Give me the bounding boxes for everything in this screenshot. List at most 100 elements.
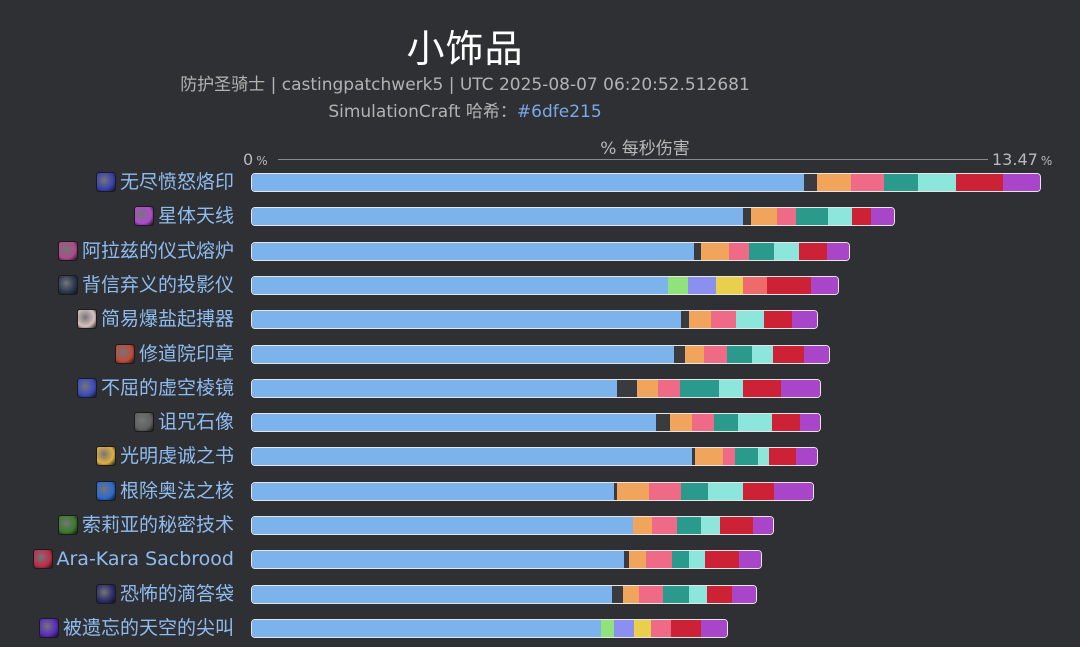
bar-segment-orange <box>817 174 852 191</box>
bar-segment-red <box>763 311 792 329</box>
dps-bar[interactable] <box>251 378 822 398</box>
seal-icon <box>114 343 135 364</box>
dps-bar[interactable] <box>251 173 1041 192</box>
bar-segment-pink <box>711 311 737 329</box>
trinket-label[interactable]: 恐怖的滴答袋 <box>95 582 234 606</box>
trinket-label[interactable]: 光明虔诚之书 <box>95 444 234 468</box>
trinket-label[interactable]: 阿拉兹的仪式熔炉 <box>57 239 234 263</box>
bar-segment-lime <box>600 619 615 637</box>
bar-segment-orange <box>637 379 658 397</box>
bar-segment-aqua <box>773 242 800 260</box>
trinket-label[interactable]: 不屈的虚空棱镜 <box>76 376 234 400</box>
dps-bar[interactable] <box>251 481 815 501</box>
bar-segment-pink <box>649 482 682 500</box>
bar-segment-orange <box>750 208 777 226</box>
trinket-label[interactable]: 根除奥法之核 <box>95 479 234 503</box>
bar-segment-purple <box>701 619 727 637</box>
bar-segment-aqua <box>828 208 852 226</box>
dps-bar[interactable] <box>251 207 895 227</box>
bar-segment-dark <box>611 585 624 603</box>
x-axis-max-value: 13.47 <box>992 150 1038 169</box>
bar-segment-red <box>955 174 1003 191</box>
dps-bar[interactable] <box>251 275 840 295</box>
forge-icon <box>57 240 78 261</box>
bar-segment-orange <box>623 585 640 603</box>
bar-segment-red <box>768 448 797 466</box>
brand-icon <box>95 172 116 192</box>
bar-segment-purple <box>826 242 850 260</box>
bar-segment-base <box>252 482 614 500</box>
dps-bar[interactable] <box>251 516 775 535</box>
tech-icon <box>57 515 78 535</box>
bar-segment-pink <box>691 414 715 432</box>
bar-segment-lime <box>668 276 688 294</box>
dps-bar[interactable] <box>251 241 851 261</box>
bar-segment-pink <box>651 517 677 534</box>
bar-segment-dark <box>624 551 630 569</box>
bar-segment-teal <box>676 517 702 534</box>
trinket-name: 无尽愤怒烙印 <box>119 171 234 193</box>
dps-bar[interactable] <box>251 310 819 330</box>
bar-segment-red <box>773 345 805 363</box>
dps-bar[interactable] <box>251 550 763 570</box>
bar-segment-base <box>252 345 675 363</box>
bar-segment-base <box>252 311 682 329</box>
x-axis-min: 0% <box>243 150 268 169</box>
bar-segment-purple <box>791 311 818 329</box>
bar-segment-purple <box>773 482 814 500</box>
trinket-name: 背信弃义的投影仪 <box>81 273 234 296</box>
bar-segment-purple <box>780 379 821 397</box>
trinket-label[interactable]: 无尽愤怒烙印 <box>95 170 234 194</box>
trinket-label[interactable]: 修道院印章 <box>114 342 234 366</box>
bar-segment-violet <box>687 276 716 294</box>
hash-link[interactable]: #6dfe215 <box>516 102 602 122</box>
trinket-label[interactable]: 星体天线 <box>133 204 234 228</box>
bar-segment-yellow <box>633 619 652 637</box>
prism-icon <box>76 377 97 398</box>
bar-segment-pink <box>657 379 681 397</box>
bar-segment-red <box>799 242 827 260</box>
bar-segment-pink <box>729 242 749 260</box>
trinket-name: Ara-Kara Sacbrood <box>56 548 235 571</box>
bar-segment-purple <box>731 585 757 603</box>
dps-bar[interactable] <box>251 447 818 467</box>
x-axis-max-unit: % <box>1040 154 1053 168</box>
core-icon <box>95 480 116 501</box>
bar-segment-pink <box>722 448 735 466</box>
trinket-label[interactable]: 简易爆盐起搏器 <box>76 307 234 331</box>
dps-bar[interactable] <box>251 344 830 364</box>
trinket-label[interactable]: 索莉亚的秘密技术 <box>57 513 234 537</box>
x-axis-line <box>278 159 988 160</box>
bar-segment-base <box>252 276 669 294</box>
bar-segment-teal <box>671 551 690 569</box>
projector-icon <box>57 274 78 295</box>
trinket-name: 修道院印章 <box>138 342 234 365</box>
bar-segment-base <box>252 379 617 397</box>
bar-segment-dark <box>674 345 685 363</box>
bar-segment-pink <box>639 585 663 603</box>
trinket-label[interactable]: 被遗忘的天空的尖叫 <box>38 616 234 640</box>
dps-bar[interactable] <box>251 413 822 433</box>
bar-segment-teal <box>714 414 738 432</box>
trinket-label[interactable]: 背信弃义的投影仪 <box>57 273 234 297</box>
bar-segment-aqua <box>751 345 774 363</box>
trinket-label[interactable]: Ara-Kara Sacbrood <box>32 547 235 571</box>
bar-segment-purple <box>796 448 817 466</box>
trinket-name: 索莉亚的秘密技术 <box>81 514 234 536</box>
trinket-name: 简易爆盐起搏器 <box>100 308 234 331</box>
chart-subtitle: 防护圣骑士 | castingpatchwerk5 | UTC 2025-08-… <box>180 75 750 95</box>
trinket-label[interactable]: 诅咒石像 <box>133 410 234 434</box>
bar-segment-yellow <box>715 276 744 294</box>
dps-bar[interactable] <box>251 618 728 638</box>
bar-segment-red <box>705 551 739 569</box>
book-icon <box>95 446 116 467</box>
bar-segment-base <box>252 208 744 226</box>
bar-segment-purple <box>804 345 829 363</box>
trinket-name: 不屈的虚空棱镜 <box>100 376 234 399</box>
bar-segment-base <box>252 448 692 466</box>
dps-bar[interactable] <box>251 584 758 604</box>
chart-title: 小饰品 <box>406 27 524 71</box>
trinket-name: 被遗忘的天空的尖叫 <box>62 616 234 639</box>
bar-segment-dark <box>616 379 638 397</box>
